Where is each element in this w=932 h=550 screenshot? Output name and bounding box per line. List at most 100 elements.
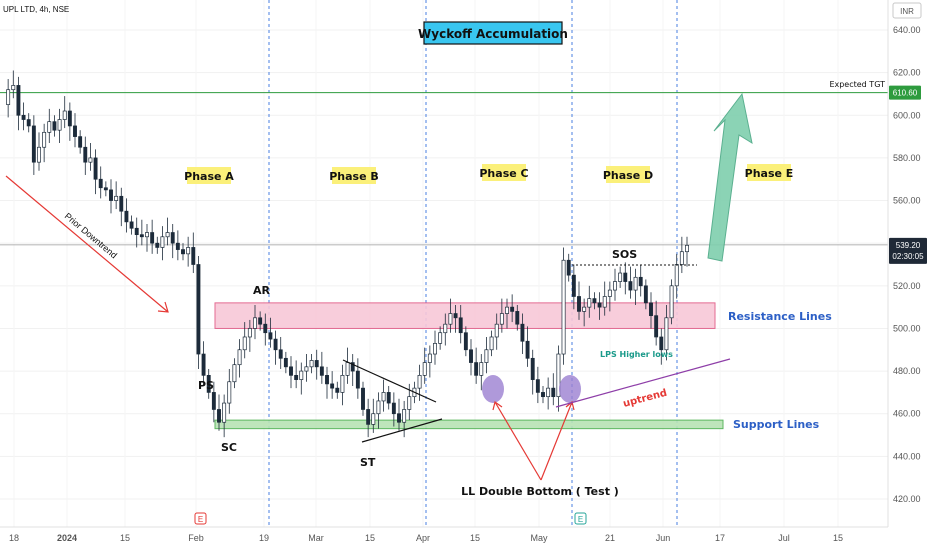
price-tick-label: 520.00: [893, 281, 921, 291]
candle-body: [124, 210, 129, 223]
double-bottom-circle-2: [559, 375, 581, 403]
phase-labels: Phase A Phase B Phase C Phase D Phase E: [184, 164, 793, 184]
target-label: Expected TGT: [829, 80, 885, 89]
phase-a-label: Phase A: [184, 170, 234, 183]
candle-body: [314, 360, 319, 368]
candle-body: [494, 323, 499, 338]
candle-body: [325, 375, 329, 385]
target-price-value: 610.60: [893, 89, 918, 98]
time-tick-label: Mar: [308, 533, 324, 543]
candle-body: [427, 353, 432, 363]
candle-body: [253, 317, 257, 329]
candle-body: [139, 234, 144, 238]
time-axis[interactable]: [0, 527, 888, 550]
candle-body: [679, 251, 684, 265]
candle-body: [556, 353, 561, 398]
candle-body: [561, 259, 566, 355]
candle-body: [247, 328, 252, 338]
sos-label: SOS: [612, 248, 637, 261]
candle-body: [114, 195, 119, 201]
candle-body: [386, 392, 391, 404]
candle-body: [196, 264, 201, 355]
candle-body: [489, 336, 494, 351]
time-tick-label: 15: [470, 533, 480, 543]
candle-body: [350, 362, 355, 372]
plot-area[interactable]: [0, 0, 888, 527]
candle-body: [484, 349, 489, 363]
candle-body: [530, 357, 535, 380]
candle-body: [335, 387, 340, 393]
earnings-marker-2[interactable]: E: [574, 512, 587, 525]
candle-body: [366, 409, 371, 425]
candle-body: [73, 125, 77, 137]
projection-arrow: [707, 92, 753, 262]
time-tick-label: Jun: [656, 533, 671, 543]
double-bottom-circle-1: [482, 375, 504, 403]
candle-body: [263, 323, 268, 334]
time-tick-label: 15: [365, 533, 375, 543]
target-price-badge: [889, 85, 921, 100]
candle-body: [237, 349, 242, 366]
candle-body: [299, 370, 304, 380]
candle-body: [42, 131, 47, 148]
candle-body: [474, 362, 479, 376]
candle-body: [443, 323, 448, 334]
earnings-marker-1[interactable]: E: [194, 512, 207, 525]
candle-body: [191, 247, 196, 265]
candle-body: [119, 195, 124, 212]
time-tick-label: 21: [605, 533, 615, 543]
sc-label: SC: [221, 441, 237, 454]
price-tick-label: 580.00: [893, 153, 921, 163]
candle-body: [283, 357, 288, 368]
st-label: ST: [360, 456, 376, 469]
candle-body: [227, 381, 232, 404]
phase-separators: [268, 0, 678, 527]
countdown-value: 02:30:05: [892, 252, 924, 261]
time-tick-label: 19: [259, 533, 269, 543]
candle-body: [217, 409, 221, 423]
candle-body: [407, 396, 412, 410]
candle-body: [57, 119, 62, 131]
chart-title: Wyckoff Accumulation: [418, 27, 568, 41]
symbol-header: UPL LTD, 4h, NSE: [3, 5, 69, 14]
candle-body: [186, 247, 191, 255]
candle-body: [52, 121, 57, 131]
candle-body: [422, 362, 427, 376]
currency-badge[interactable]: [892, 2, 922, 19]
ar-label: AR: [253, 284, 271, 297]
candle-body: [448, 313, 453, 325]
time-tick-label: Feb: [188, 533, 204, 543]
candle-body: [6, 89, 11, 105]
prior-downtrend-arrow: [5, 175, 169, 313]
candle-body: [242, 336, 247, 351]
price-tick-label: 440.00: [893, 451, 921, 461]
candle-body: [499, 313, 504, 325]
candle-body: [62, 110, 67, 120]
candle-body: [402, 409, 407, 423]
resistance-label: Resistance Lines: [728, 310, 832, 323]
candle-body: [155, 242, 160, 248]
candle-body: [551, 387, 556, 398]
candle-body: [31, 125, 36, 163]
candles: [6, 70, 689, 438]
candle-body: [103, 187, 108, 191]
support-label: Support Lines: [733, 418, 820, 431]
support-zone: [214, 419, 724, 430]
candle-body: [181, 249, 185, 255]
candle-body: [206, 375, 211, 393]
candle-body: [505, 306, 509, 314]
candle-body: [355, 370, 360, 389]
double-bottom-arrows: [492, 400, 575, 481]
candle-body: [371, 413, 376, 425]
candle-body: [98, 178, 103, 189]
candle-body: [566, 259, 571, 276]
candle-body: [47, 121, 52, 133]
candle-body: [659, 336, 664, 351]
candle-body: [83, 146, 88, 163]
candle-body: [268, 332, 273, 340]
ps-label: PS: [198, 379, 214, 392]
candle-body: [345, 362, 350, 376]
time-axis-ticks: 18 2024 15 Feb 19 Mar 15 Apr 15 May 21 Jun 17 Jul 15: [9, 533, 843, 543]
candle-body: [479, 362, 484, 376]
